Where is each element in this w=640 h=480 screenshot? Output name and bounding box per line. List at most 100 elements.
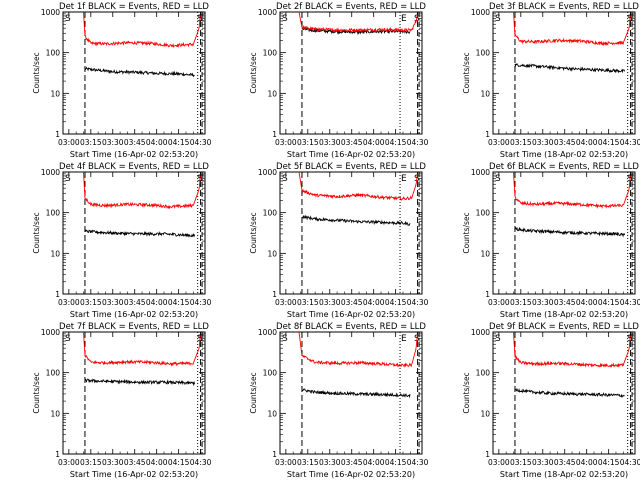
x-tick-label: 04:00	[146, 458, 168, 467]
x-tick-label: 03:30	[102, 138, 124, 147]
chart-panel-3: Det 3f BLACK = Events, RED = LLD Counts/s…	[462, 2, 640, 159]
y-tick-label: 1	[485, 130, 490, 139]
chart-panel-5: Det 5f BLACK = Events, RED = LLD Counts/s…	[249, 162, 429, 319]
x-tick-label: 04:15	[385, 138, 407, 147]
x-tick-label: 04:30	[407, 298, 429, 307]
y-tick-label: 1	[272, 290, 277, 299]
marker-label-end: E	[401, 334, 407, 344]
y-tick-label: 1000	[41, 168, 60, 177]
y-axis-label: Counts/sec	[32, 212, 41, 253]
y-tick-label: 100	[263, 369, 278, 378]
x-tick-label: 03:45	[124, 298, 146, 307]
y-tick-label: 10	[267, 249, 277, 258]
x-axis-label: Start Time (18-Apr-02 02:53:20)	[500, 150, 628, 159]
chart-title: Det 6f BLACK = Events, RED = LLD	[489, 162, 639, 172]
x-tick-label: 03:30	[319, 458, 341, 467]
chart-title: Det 8f BLACK = Events, RED = LLD	[276, 322, 426, 332]
y-tick-label: 1	[55, 130, 60, 139]
plot-frame	[492, 11, 636, 135]
plot-frame	[62, 331, 206, 455]
chart-title: Det 1f BLACK = Events, RED = LLD	[59, 2, 209, 12]
marker-label-end: E	[629, 174, 635, 184]
chart-title: Det 5f BLACK = Events, RED = LLD	[276, 162, 426, 172]
x-tick-label: 03:00	[275, 298, 297, 307]
marker-label-start: S	[282, 14, 288, 24]
lld-rate-line	[83, 12, 201, 48]
marker-label-end: E	[199, 174, 205, 184]
x-tick-label: 04:00	[363, 138, 385, 147]
y-tick-label: 1000	[258, 168, 277, 177]
y-tick-label: 10	[50, 249, 60, 258]
x-tick-label: 03:00	[275, 458, 297, 467]
x-tick-label: 04:30	[190, 138, 212, 147]
y-tick-label: 1	[485, 290, 490, 299]
plot-frame	[62, 171, 206, 295]
chart-title: Det 2f BLACK = Events, RED = LLD	[276, 2, 426, 12]
x-tick-label: 03:45	[554, 138, 576, 147]
y-axis-label: Counts/sec	[249, 52, 258, 93]
x-tick-label: 03:45	[341, 298, 363, 307]
y-tick-label: 1	[485, 450, 490, 459]
x-tick-label: 03:45	[341, 138, 363, 147]
lld-rate-line	[298, 12, 418, 34]
event-rate-line	[84, 378, 196, 387]
x-axis-label: Start Time (16-Apr-02 02:53:20)	[70, 150, 198, 159]
x-tick-label: 03:00	[488, 298, 510, 307]
y-tick-label: 1	[55, 450, 60, 459]
lld-rate-line	[513, 12, 631, 47]
y-tick-label: 1000	[258, 8, 277, 17]
marker-label-start: S	[495, 174, 501, 184]
x-tick-label: 04:15	[385, 298, 407, 307]
x-tick-label: 03:45	[124, 458, 146, 467]
y-tick-label: 10	[50, 409, 60, 418]
x-tick-label: 04:15	[598, 458, 620, 467]
marker-label-end: E	[629, 14, 635, 24]
x-tick-label: 04:30	[620, 298, 640, 307]
y-tick-label: 100	[46, 209, 61, 218]
x-tick-label: 04:15	[168, 458, 190, 467]
x-tick-label: 03:15	[80, 458, 102, 467]
x-tick-label: 04:00	[576, 458, 598, 467]
chart-panel-1: Det 1f BLACK = Events, RED = LLD Counts/s…	[32, 2, 212, 159]
x-tick-label: 04:15	[385, 458, 407, 467]
y-tick-label: 1000	[471, 328, 490, 337]
chart-title: Det 3f BLACK = Events, RED = LLD	[489, 2, 639, 12]
marker-label-start: S	[65, 334, 71, 344]
x-axis-label: Start Time (16-Apr-02 02:53:20)	[70, 470, 198, 479]
lld-rate-line	[298, 332, 418, 368]
x-tick-label: 04:30	[407, 458, 429, 467]
x-tick-label: 04:30	[620, 138, 640, 147]
x-tick-label: 04:00	[576, 138, 598, 147]
lld-rate-line	[513, 172, 631, 209]
x-axis-label: Start Time (16-Apr-02 02:53:20)	[287, 150, 415, 159]
x-tick-label: 04:00	[146, 138, 168, 147]
x-axis-label: Start Time (16-Apr-02 02:53:20)	[287, 310, 415, 319]
plot-frame	[492, 171, 636, 295]
chart-title: Det 4f BLACK = Events, RED = LLD	[59, 162, 209, 172]
y-tick-label: 100	[476, 209, 491, 218]
marker-label-start: S	[282, 334, 288, 344]
marker-label-end: E	[401, 14, 407, 24]
x-tick-label: 03:45	[124, 138, 146, 147]
y-axis-label: Counts/sec	[462, 52, 471, 93]
y-tick-label: 10	[480, 409, 490, 418]
y-axis-label: Counts/sec	[32, 52, 41, 93]
chart-panel-7: Det 7f BLACK = Events, RED = LLD Counts/s…	[32, 322, 212, 479]
plot-frame	[279, 331, 423, 455]
event-rate-line	[514, 226, 626, 238]
y-tick-label: 100	[46, 49, 61, 58]
x-tick-label: 03:45	[341, 458, 363, 467]
x-tick-label: 03:00	[488, 138, 510, 147]
x-tick-label: 04:00	[576, 298, 598, 307]
plot-frame	[279, 171, 423, 295]
y-tick-label: 100	[263, 209, 278, 218]
x-tick-label: 03:30	[532, 458, 554, 467]
chart-panel-6: Det 6f BLACK = Events, RED = LLD Counts/s…	[462, 162, 640, 319]
x-tick-label: 03:30	[532, 138, 554, 147]
event-rate-line	[301, 388, 411, 399]
x-tick-label: 03:30	[319, 138, 341, 147]
x-axis-label: Start Time (16-Apr-02 02:53:20)	[287, 470, 415, 479]
x-tick-label: 03:00	[488, 458, 510, 467]
plot-frame	[279, 11, 423, 135]
y-axis-label: Counts/sec	[249, 212, 258, 253]
